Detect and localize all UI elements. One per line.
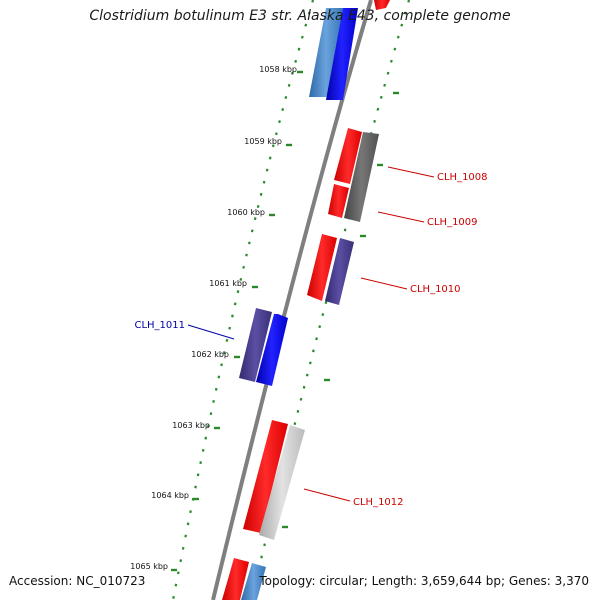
genome-title: Clostridium botulinum E3 str. Alaska E43… <box>89 8 511 24</box>
gene-red-1010[interactable] <box>307 234 337 301</box>
gene-purple-1011[interactable] <box>239 308 272 382</box>
gene-features <box>222 0 390 600</box>
kbp-label-1059: 1059 kbp <box>244 137 282 146</box>
gene-red-bottom[interactable] <box>222 558 249 600</box>
kbp-tick-marks <box>171 70 399 572</box>
gene-red-1012[interactable] <box>243 420 288 533</box>
gc-ticks-left <box>171 0 315 600</box>
gene-blue-1011[interactable] <box>256 314 288 386</box>
gene-labels: CLH_1008 CLH_1009 CLH_1010 CLH_1011 CLH_… <box>134 172 487 508</box>
gene-label-leaders <box>187 166 435 502</box>
kbp-label-1065: 1065 kbp <box>130 562 168 571</box>
kbp-label-1062: 1062 kbp <box>191 350 229 359</box>
kbp-label-1063: 1063 kbp <box>172 421 210 430</box>
gene-purple-1010[interactable] <box>325 238 354 305</box>
gene-label-clh-1009[interactable]: CLH_1009 <box>427 217 478 228</box>
gene-label-clh-1010[interactable]: CLH_1010 <box>410 284 461 295</box>
kbp-label-1061: 1061 kbp <box>209 279 247 288</box>
gene-grey-1009[interactable] <box>344 132 379 222</box>
kbp-label-1060: 1060 kbp <box>227 208 265 217</box>
gene-red-1008b[interactable] <box>328 184 349 218</box>
gene-steelblue-top[interactable] <box>309 8 343 97</box>
kbp-label-1058: 1058 kbp <box>259 65 297 74</box>
gene-lightgrey-1012[interactable] <box>259 425 305 540</box>
gene-blue-top[interactable] <box>326 8 358 100</box>
genome-backbone <box>211 0 373 600</box>
gene-steelblue-bottom[interactable] <box>241 563 266 600</box>
accession-text: Accession: NC_010723 <box>9 574 146 588</box>
gene-label-clh-1011[interactable]: CLH_1011 <box>134 320 185 331</box>
kbp-labels: 1058 kbp 1059 kbp 1060 kbp 1061 kbp 1062… <box>130 65 297 571</box>
gene-label-clh-1008[interactable]: CLH_1008 <box>437 172 488 183</box>
kbp-label-1064: 1064 kbp <box>151 491 189 500</box>
gene-label-clh-1012[interactable]: CLH_1012 <box>353 497 404 508</box>
gene-red-top[interactable] <box>374 0 390 10</box>
genome-stats-text: Topology: circular; Length: 3,659,644 bp… <box>259 574 589 588</box>
gene-red-1008a[interactable] <box>334 128 362 184</box>
